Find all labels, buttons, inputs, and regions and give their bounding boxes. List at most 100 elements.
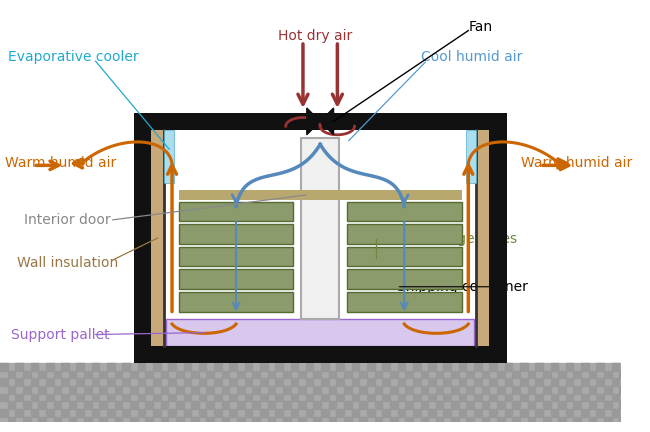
Bar	[504, 363, 512, 371]
Bar	[528, 371, 535, 378]
Bar	[597, 378, 604, 386]
Bar	[38, 386, 46, 394]
Bar	[191, 386, 199, 394]
Bar	[53, 386, 61, 394]
Bar	[8, 417, 16, 424]
Bar	[8, 371, 16, 378]
Bar	[306, 394, 313, 401]
Bar	[222, 401, 229, 409]
Bar	[84, 386, 92, 394]
Bar	[275, 394, 283, 401]
Bar	[337, 409, 344, 417]
Bar	[482, 417, 489, 424]
Bar	[229, 394, 237, 401]
Bar	[77, 394, 84, 401]
Bar	[99, 386, 107, 394]
Bar	[604, 401, 612, 409]
Bar	[306, 363, 313, 371]
Bar	[16, 378, 23, 386]
Bar	[597, 394, 604, 401]
Bar	[374, 386, 382, 394]
Bar	[252, 401, 260, 409]
Bar	[581, 394, 589, 401]
Bar	[134, 113, 506, 130]
Bar	[413, 409, 421, 417]
Bar	[31, 394, 38, 401]
Bar	[489, 378, 497, 386]
Bar	[436, 386, 443, 394]
Bar	[31, 409, 38, 417]
Bar	[214, 409, 222, 417]
Bar	[535, 394, 543, 401]
Bar	[61, 363, 69, 371]
Bar	[374, 417, 382, 424]
Bar	[436, 401, 443, 409]
Bar	[291, 409, 298, 417]
Bar	[291, 378, 298, 386]
Bar	[482, 386, 489, 394]
Bar	[130, 371, 138, 378]
Bar	[207, 371, 214, 378]
Bar	[589, 417, 597, 424]
Bar	[99, 417, 107, 424]
Bar	[459, 378, 467, 386]
Bar	[535, 378, 543, 386]
Bar	[489, 394, 497, 401]
Bar	[77, 409, 84, 417]
Bar	[347, 269, 462, 289]
Bar	[382, 378, 390, 386]
Bar	[359, 417, 367, 424]
Bar	[459, 363, 467, 371]
Bar	[92, 409, 99, 417]
Bar	[244, 363, 252, 371]
Bar	[298, 371, 306, 378]
Bar	[558, 371, 566, 378]
Bar	[164, 130, 174, 183]
Bar	[199, 378, 207, 386]
Bar	[138, 378, 145, 386]
Bar	[337, 394, 344, 401]
Bar	[92, 394, 99, 401]
Bar	[520, 409, 528, 417]
Bar	[347, 292, 462, 311]
Bar	[168, 363, 176, 371]
Bar	[573, 386, 581, 394]
Bar	[451, 401, 459, 409]
Bar	[69, 386, 77, 394]
Bar	[168, 378, 176, 386]
Bar	[413, 363, 421, 371]
Bar	[151, 130, 489, 346]
Bar	[436, 417, 443, 424]
Bar	[573, 371, 581, 378]
Bar	[337, 378, 344, 386]
Bar	[53, 401, 61, 409]
Bar	[107, 363, 114, 371]
Bar	[179, 269, 293, 289]
Bar	[551, 378, 558, 386]
Bar	[306, 378, 313, 386]
Bar	[138, 363, 145, 371]
Text: Warm humid air: Warm humid air	[5, 156, 116, 171]
Bar	[61, 394, 69, 401]
Bar	[214, 363, 222, 371]
Bar	[38, 417, 46, 424]
Bar	[46, 409, 53, 417]
Bar	[329, 386, 337, 394]
Bar	[145, 386, 153, 394]
Bar	[229, 378, 237, 386]
Bar	[183, 409, 191, 417]
Bar	[207, 386, 214, 394]
Bar	[413, 394, 421, 401]
Bar	[482, 371, 489, 378]
Bar	[31, 363, 38, 371]
Bar	[130, 401, 138, 409]
Bar	[405, 417, 413, 424]
Bar	[291, 363, 298, 371]
Bar	[179, 292, 293, 311]
Bar	[467, 417, 474, 424]
Text: Crates of vegetables: Crates of vegetables	[372, 232, 517, 246]
Bar	[344, 417, 352, 424]
Bar	[344, 401, 352, 409]
Bar	[589, 401, 597, 409]
Bar	[69, 401, 77, 409]
